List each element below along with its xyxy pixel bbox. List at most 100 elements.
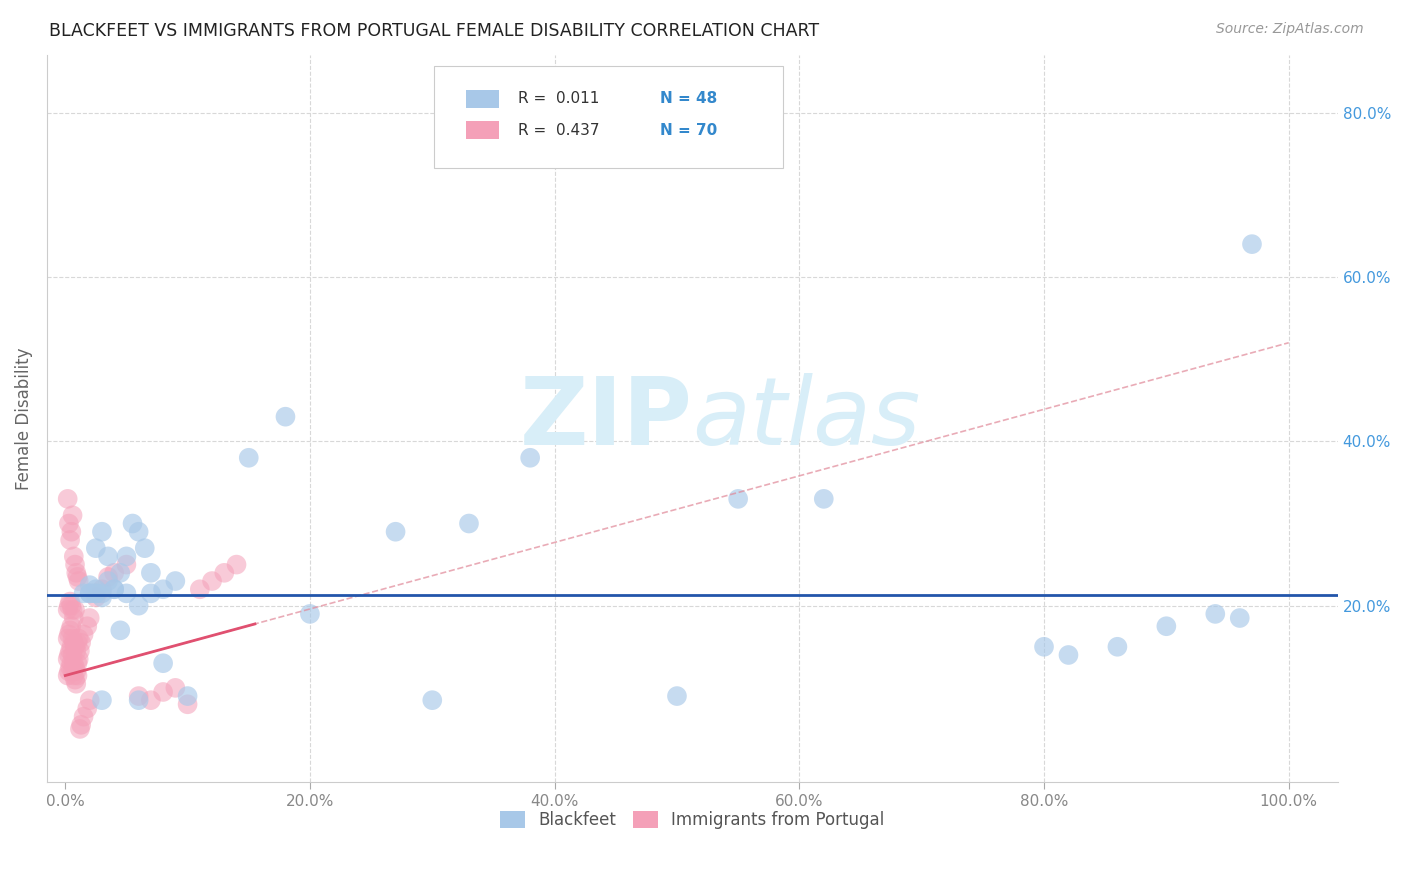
Point [519,450,541,465]
Point [79,586,101,600]
FancyBboxPatch shape [467,121,499,139]
Point [65,566,87,580]
Point [1229,611,1251,625]
Point [201,574,224,588]
Point [70,635,93,649]
Point [458,516,481,531]
Text: Source: ZipAtlas.com: Source: ZipAtlas.com [1216,22,1364,37]
Point [69,722,91,736]
Text: BLACKFEET VS IMMIGRANTS FROM PORTUGAL FEMALE DISABILITY CORRELATION CHART: BLACKFEET VS IMMIGRANTS FROM PORTUGAL FE… [49,22,820,40]
Point [84,582,107,597]
Point [813,491,835,506]
Point [152,657,174,671]
Point [727,491,749,506]
Point [67,632,90,646]
Point [110,624,132,638]
Point [97,574,120,588]
Point [91,524,114,539]
Point [63,673,86,687]
Point [65,677,87,691]
Point [274,409,297,424]
Point [139,586,162,600]
Point [1156,619,1178,633]
Point [128,693,150,707]
Legend: Blackfeet, Immigrants from Portugal: Blackfeet, Immigrants from Portugal [494,805,891,836]
Point [79,611,101,625]
Point [152,685,174,699]
Text: atlas: atlas [692,373,921,464]
Point [62,508,84,523]
Point [66,657,89,671]
Point [128,524,150,539]
Point [79,693,101,707]
Point [1033,640,1056,654]
Point [62,632,84,646]
Point [62,549,84,564]
Point [62,657,84,671]
Point [59,533,82,547]
Point [91,586,114,600]
Point [115,549,138,564]
Point [62,635,84,649]
Point [76,701,98,715]
Point [1204,607,1226,621]
Point [63,558,86,572]
Point [121,516,143,531]
Point [97,570,120,584]
Point [65,644,87,658]
Point [134,541,156,556]
Point [69,644,91,658]
Point [176,698,198,712]
Point [115,586,138,600]
Point [84,586,107,600]
Point [62,611,84,625]
Point [70,718,93,732]
Point [56,668,79,682]
Point [84,591,107,605]
Text: N = 48: N = 48 [659,91,717,106]
Point [63,640,86,654]
Point [62,603,84,617]
Point [110,566,132,580]
Point [56,652,79,666]
Point [59,644,82,658]
Y-axis label: Female Disability: Female Disability [15,348,32,490]
Point [62,648,84,662]
Point [79,578,101,592]
Point [165,681,187,695]
Point [59,624,82,638]
FancyBboxPatch shape [434,66,783,168]
Point [56,603,79,617]
Point [66,570,89,584]
Point [139,693,162,707]
Point [58,665,80,679]
Point [91,591,114,605]
Point [188,582,211,597]
Point [72,627,94,641]
Point [298,607,321,621]
Point [76,619,98,633]
Point [60,599,83,613]
Point [152,582,174,597]
Point [139,566,162,580]
Point [103,566,125,580]
Point [58,627,80,641]
Point [1240,237,1263,252]
Point [60,524,83,539]
Point [56,491,79,506]
Text: ZIP: ZIP [519,373,692,465]
Point [60,657,83,671]
Point [72,586,94,600]
Point [1107,640,1129,654]
Point [67,652,90,666]
Point [115,558,138,572]
Point [58,599,80,613]
Point [84,586,107,600]
Point [62,668,84,682]
Point [84,541,107,556]
Point [67,574,90,588]
Point [128,689,150,703]
Point [420,693,443,707]
Point [214,566,236,580]
Text: R =  0.437: R = 0.437 [517,122,599,137]
